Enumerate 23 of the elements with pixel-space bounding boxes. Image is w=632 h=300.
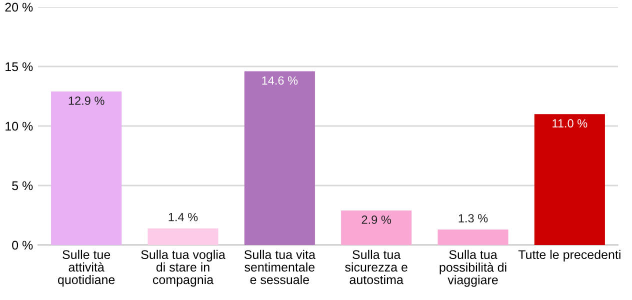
x-tick-label: Sulle tue attività quotidiane: [58, 250, 115, 287]
bar: [148, 228, 218, 245]
bar: [341, 210, 412, 245]
data-label: 11.0 %: [552, 119, 588, 128]
data-label: 1.3 %: [458, 214, 488, 222]
y-tick-label: 10 %: [6, 122, 33, 131]
x-tick-label: Sulla tua sicurezza e autostima: [345, 250, 408, 284]
data-label: 12.9 %: [68, 96, 104, 105]
x-tick-label: Sulla tua possibilità di viaggiare: [440, 250, 506, 287]
bar: [438, 230, 508, 245]
data-label: 1.4 %: [168, 212, 198, 222]
y-tick-label: 0 %: [12, 240, 33, 250]
bar: [534, 114, 605, 245]
data-label: 2.9 %: [362, 216, 392, 224]
data-label: 14.6 %: [262, 76, 298, 85]
x-tick-label: Tutte le precedenti: [518, 250, 620, 262]
y-tick-label: 5 %: [12, 181, 33, 190]
bar: [51, 91, 122, 245]
bar: [244, 71, 315, 245]
y-tick-label: 15 %: [6, 62, 33, 72]
y-tick-label: 20 %: [5, 2, 33, 12]
x-tick-label: Sulla tua vita sentimentale e sessuale: [244, 250, 316, 284]
x-tick-label: Sulla tua voglia di stare in compagnia: [141, 250, 226, 287]
